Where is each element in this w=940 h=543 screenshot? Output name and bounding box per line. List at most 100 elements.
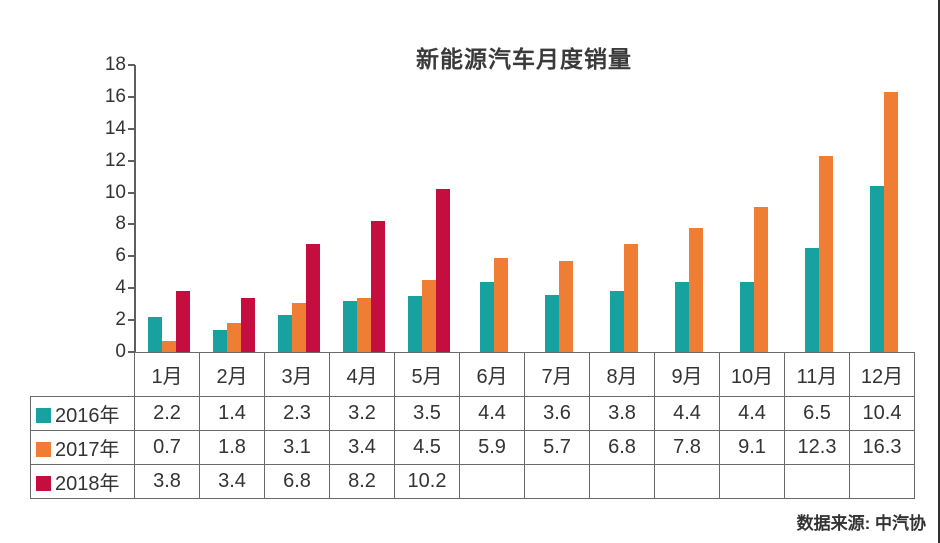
- bar-2016年-2月: [212, 329, 227, 352]
- bar-2017年-1月: [161, 340, 176, 352]
- y-axis-tick: [128, 191, 135, 194]
- bar-2018年-1月: [175, 291, 190, 352]
- cell-2016年-4月: 3.2: [329, 396, 395, 431]
- cell-2017年-10月: 9.1: [719, 430, 785, 465]
- cell-2018年-1月: 3.8: [134, 464, 200, 499]
- bar-2016年-8月: [609, 291, 624, 352]
- cell-2018年-5月: 10.2: [394, 464, 460, 499]
- y-axis-label-2: 2: [115, 309, 126, 331]
- y-axis-tick: [128, 255, 135, 258]
- legend-cell-2017年: 2017年: [30, 430, 135, 465]
- bar-2017年-6月: [493, 257, 508, 352]
- legend-cell-2016年: 2016年: [30, 396, 135, 431]
- cell-2017年-7月: 5.7: [524, 430, 590, 465]
- cell-2017年-11月: 12.3: [784, 430, 850, 465]
- legend-swatch-2017年: [36, 442, 51, 457]
- cell-2017年-9月: 7.8: [654, 430, 720, 465]
- month-header-1月: 1月: [134, 352, 200, 397]
- month-header-10月: 10月: [719, 352, 785, 397]
- legend-swatch-2016年: [36, 408, 51, 423]
- y-axis-label-8: 8: [115, 213, 126, 235]
- bar-2017年-7月: [558, 261, 573, 352]
- y-axis-label-6: 6: [115, 245, 126, 267]
- bar-2016年-6月: [479, 281, 494, 352]
- cell-2017年-5月: 4.5: [394, 430, 460, 465]
- cell-2016年-8月: 3.8: [589, 396, 655, 431]
- cell-2018年-8月: [589, 464, 655, 499]
- y-axis-label-12: 12: [104, 149, 126, 171]
- bar-2017年-2月: [226, 323, 241, 352]
- cell-2016年-9月: 4.4: [654, 396, 720, 431]
- bar-2016年-1月: [147, 316, 162, 352]
- cell-2016年-3月: 2.3: [264, 396, 330, 431]
- cell-2016年-12月: 10.4: [849, 396, 915, 431]
- month-header-12月: 12月: [849, 352, 915, 397]
- table-header-row: 1月 2月 3月 4月 5月 6月 7月 8月 9月 10月 11月 12月: [31, 352, 915, 397]
- y-axis-label-0: 0: [115, 341, 126, 362]
- cell-2018年-2月: 3.4: [199, 464, 265, 499]
- month-header-8月: 8月: [589, 352, 655, 397]
- bar-2017年-12月: [883, 92, 898, 352]
- month-header-6月: 6月: [459, 352, 525, 397]
- y-axis-tick: [128, 159, 135, 162]
- bar-2017年-11月: [818, 155, 833, 352]
- month-header-7月: 7月: [524, 352, 590, 397]
- cell-2018年-12月: [849, 464, 915, 499]
- table-row-2016年: 2016年 2.2 1.4 2.3 3.2 3.5 4.4 3.6 3.8 4.4 4.4 6.5 10…: [30, 396, 915, 431]
- table-corner-cell: [31, 353, 135, 397]
- y-axis-label-18: 18: [104, 54, 126, 75]
- y-axis-label-16: 16: [104, 85, 126, 107]
- cell-2016年-1月: 2.2: [134, 396, 200, 431]
- cell-2017年-3月: 3.1: [264, 430, 330, 465]
- cell-2018年-10月: [719, 464, 785, 499]
- cell-2018年-4月: 8.2: [329, 464, 395, 499]
- month-header-5月: 5月: [394, 352, 460, 397]
- bar-2018年-4月: [370, 221, 385, 352]
- bar-2016年-3月: [277, 315, 292, 352]
- data-table: 1月 2月 3月 4月 5月 6月 7月 8月 9月 10月 11月 12月 2016年 2.2 1.4 2.…: [30, 352, 915, 499]
- cell-2016年-10月: 4.4: [719, 396, 785, 431]
- bar-2016年-9月: [674, 281, 689, 352]
- y-axis-tick: [128, 127, 135, 130]
- bar-2017年-3月: [291, 302, 306, 352]
- cell-2016年-2月: 1.4: [199, 396, 265, 431]
- y-axis-label-10: 10: [104, 181, 126, 203]
- bar-2016年-5月: [407, 296, 422, 352]
- legend-label-2016年: 2016年: [55, 405, 120, 427]
- bar-2016年-7月: [544, 294, 559, 352]
- plot-area: [134, 65, 916, 352]
- month-header-11月: 11月: [784, 352, 850, 397]
- month-header-2月: 2月: [199, 352, 265, 397]
- bar-2017年-4月: [356, 297, 371, 352]
- y-axis-tick: [128, 95, 135, 98]
- cell-2016年-7月: 3.6: [524, 396, 590, 431]
- bar-2017年-8月: [623, 243, 638, 352]
- data-source-label: 数据来源: 中汽协: [796, 514, 926, 533]
- y-axis-label-4: 4: [115, 277, 126, 299]
- y-axis-label-14: 14: [104, 117, 126, 139]
- month-header-4月: 4月: [329, 352, 395, 397]
- bar-2016年-4月: [342, 300, 357, 352]
- cell-2017年-2月: 1.8: [199, 430, 265, 465]
- bar-2016年-11月: [804, 248, 819, 352]
- y-axis-tick: [128, 287, 135, 290]
- cell-2018年-11月: [784, 464, 850, 499]
- bar-2017年-5月: [421, 280, 436, 352]
- cell-2016年-6月: 4.4: [459, 396, 525, 431]
- legend-swatch-2018年: [36, 476, 51, 491]
- cell-2017年-8月: 6.8: [589, 430, 655, 465]
- cell-2017年-6月: 5.9: [459, 430, 525, 465]
- bar-2018年-5月: [435, 189, 450, 352]
- cell-2016年-11月: 6.5: [784, 396, 850, 431]
- cell-2017年-1月: 0.7: [134, 430, 200, 465]
- legend-label-2018年: 2018年: [55, 473, 120, 495]
- bar-2016年-12月: [869, 186, 884, 352]
- cell-2018年-6月: [459, 464, 525, 499]
- table-row-2017年: 2017年 0.7 1.8 3.1 3.4 4.5 5.9 5.7 6.8 7.8 9.1 12.3 1…: [30, 430, 915, 465]
- cell-2016年-5月: 3.5: [394, 396, 460, 431]
- legend-label-2017年: 2017年: [55, 439, 120, 461]
- cell-2017年-12月: 16.3: [849, 430, 915, 465]
- table-row-2018年: 2018年 3.8 3.4 6.8 8.2 10.2: [30, 464, 915, 499]
- cell-2018年-3月: 6.8: [264, 464, 330, 499]
